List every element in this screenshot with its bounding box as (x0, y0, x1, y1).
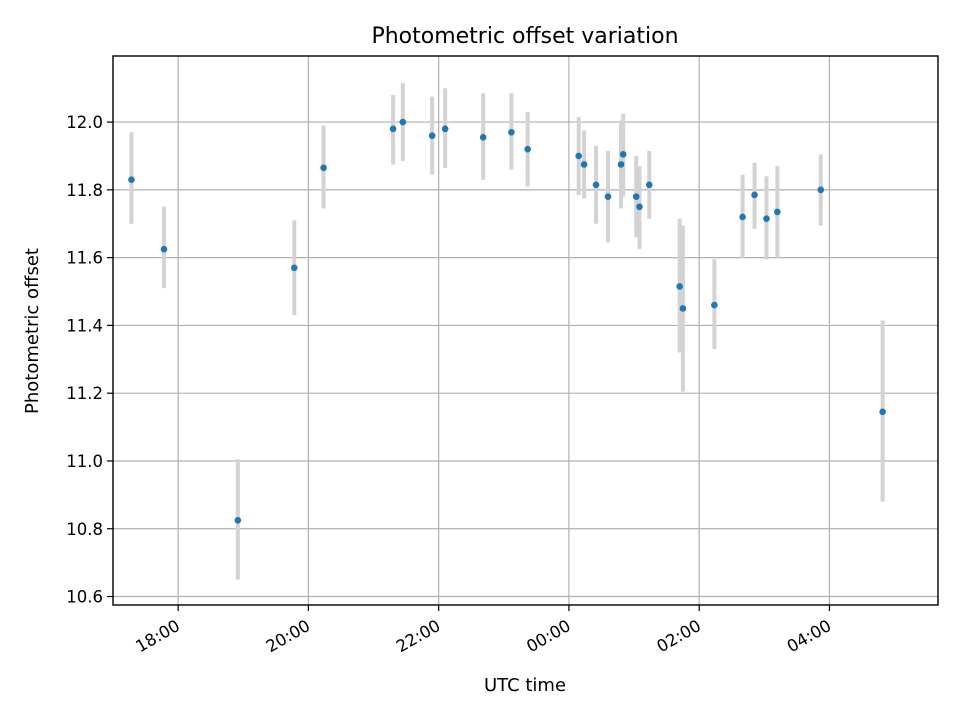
plot-frame (112, 55, 939, 606)
y-tick-label: 10.8 (66, 520, 103, 539)
data-point (399, 118, 407, 126)
data-point (128, 176, 135, 183)
data-point (389, 125, 397, 133)
y-tick-label: 12.0 (66, 113, 103, 132)
data-point (604, 193, 612, 200)
data-point (645, 181, 653, 189)
grid (113, 56, 938, 605)
data-point (575, 152, 582, 160)
data-point (751, 191, 758, 199)
data-point (739, 213, 746, 221)
y-axis: 10.6 10.8 11.0 11.2 11.4 11.6 11.8 12.0 (66, 113, 113, 607)
data-point (763, 215, 770, 222)
y-tick-label: 11.0 (66, 452, 103, 471)
chart-title: Photometric offset variation (371, 24, 678, 49)
data-point (234, 516, 242, 524)
y-tick-label: 11.8 (66, 181, 103, 200)
data-point (290, 264, 298, 272)
data-point (592, 181, 600, 189)
data-point (441, 125, 449, 133)
data-point (619, 150, 627, 158)
data-point (879, 408, 886, 416)
data-point (508, 128, 515, 136)
y-tick-label: 11.2 (66, 384, 103, 403)
data-point (679, 305, 687, 312)
y-tick-label: 10.6 (66, 588, 103, 607)
data-point (774, 208, 781, 216)
data-point (711, 301, 718, 309)
data-point (524, 145, 531, 153)
data-point (817, 186, 825, 194)
data-point (632, 193, 640, 200)
data-point (160, 245, 168, 253)
y-tick-label: 11.4 (66, 316, 103, 335)
data-point (580, 161, 588, 168)
y-tick-label: 11.6 (66, 249, 103, 268)
data-point (320, 164, 327, 172)
data-point (617, 161, 625, 168)
data-point (676, 283, 683, 290)
data-point (636, 203, 643, 211)
x-axis-label: UTC time (484, 675, 566, 696)
y-axis-label: Photometric offset (22, 248, 43, 414)
data-points (128, 118, 886, 524)
data-point (479, 134, 487, 141)
data-point (428, 132, 436, 139)
